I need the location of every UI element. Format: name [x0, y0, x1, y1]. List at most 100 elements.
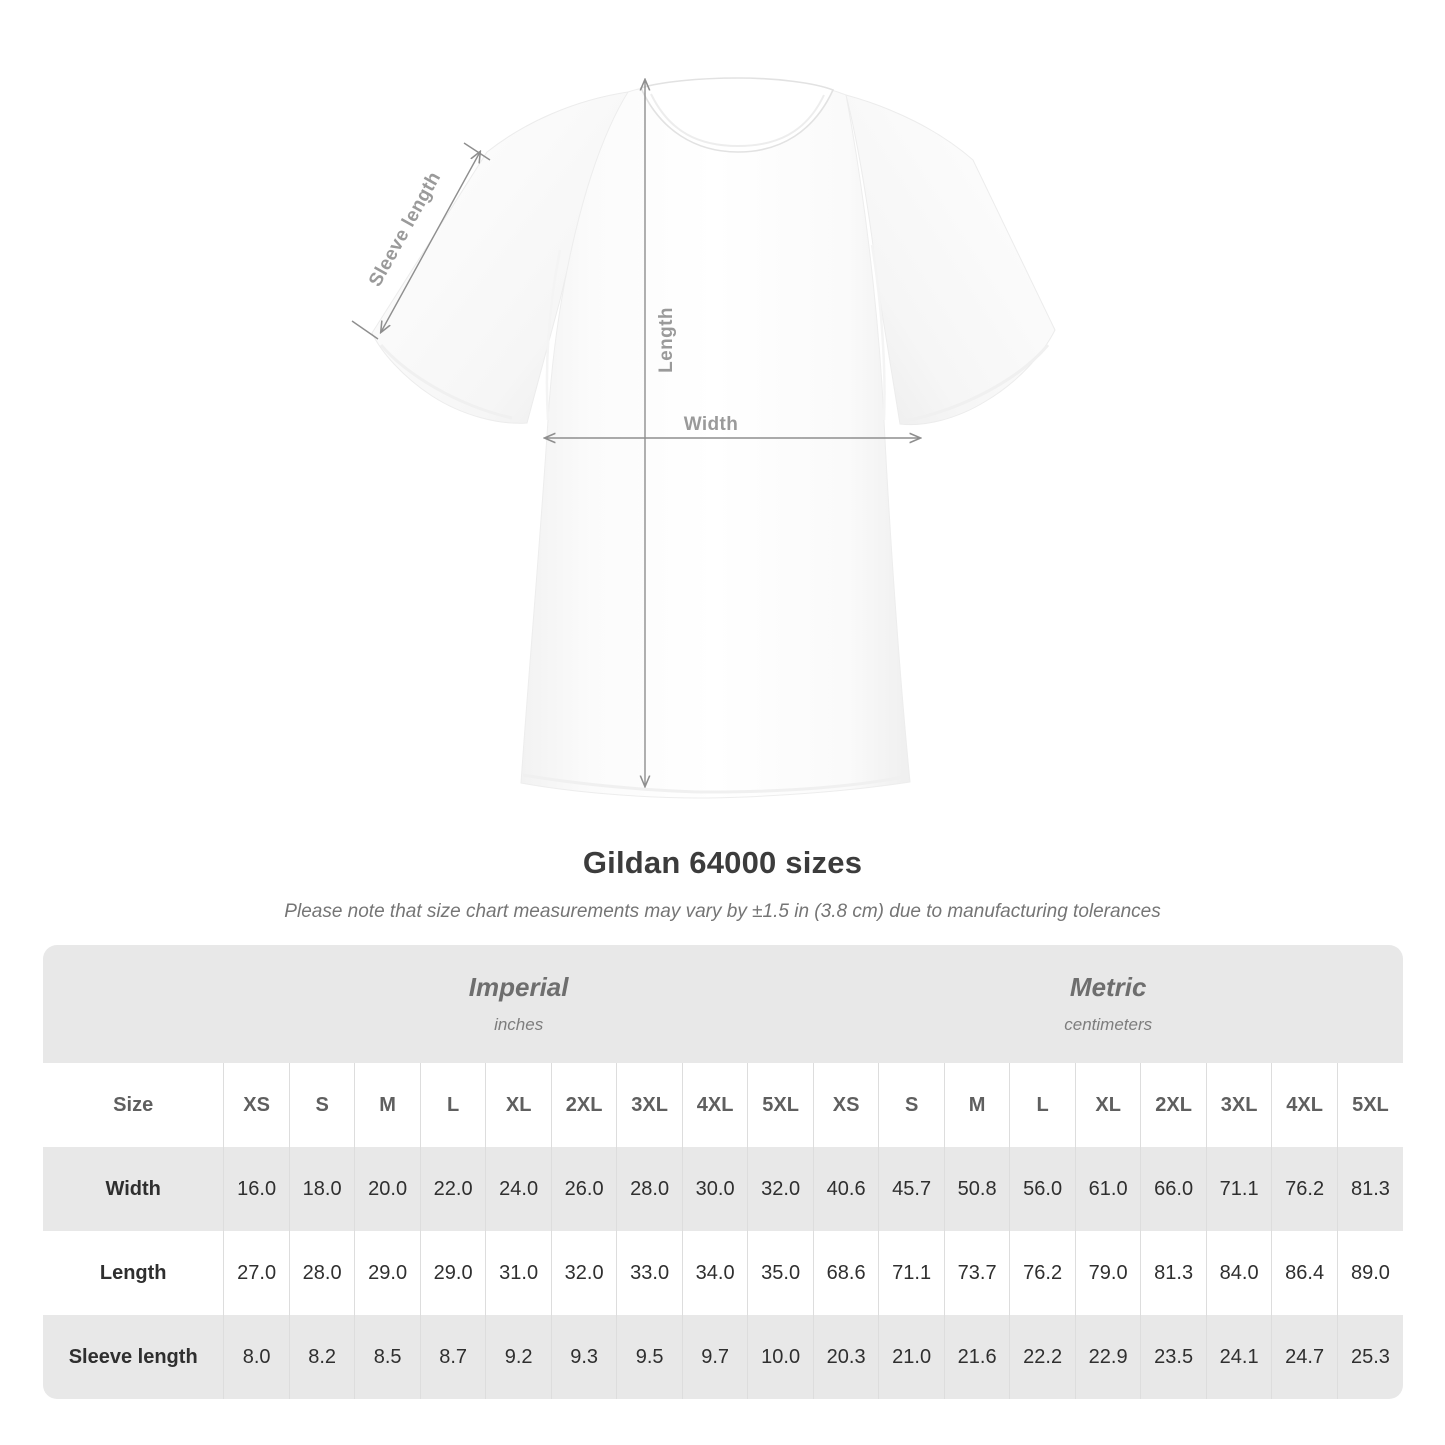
unit-group-header-row: Imperial inches Metric centimeters: [43, 945, 1403, 1063]
cell-width-metric-xs: 40.6: [812, 1147, 879, 1231]
unit-group-unit: centimeters: [1064, 1014, 1153, 1034]
cell-sleeve-length-metric-xl: 22.9: [1074, 1315, 1141, 1399]
cell-length-metric-xl: 79.0: [1074, 1231, 1141, 1315]
size-chart-table: Imperial inches Metric centimeters Size XS S M L…: [43, 945, 1403, 1399]
cell-length-metric-2xl: 81.3: [1140, 1231, 1207, 1315]
cell-width-imperial-xl: 24.0: [485, 1147, 552, 1231]
cell-length-metric-xs: 68.6: [812, 1231, 879, 1315]
page-title: Gildan 64000 sizes: [582, 845, 863, 880]
sleeve-tick-bottom: [351, 320, 379, 340]
cell-length-imperial-5xl: 35.0: [747, 1231, 814, 1315]
cell-length-metric-s: 71.1: [878, 1231, 945, 1315]
cell-sleeve-length-metric-3xl: 24.1: [1205, 1315, 1272, 1399]
cell-sleeve-length-metric-m: 21.6: [943, 1315, 1010, 1399]
cell-sleeve-length-imperial-4xl: 9.7: [681, 1315, 748, 1399]
group-header-spacer: [43, 945, 224, 1063]
size-header-metric-5xl: 5XL: [1336, 1063, 1403, 1147]
size-header-metric-l: L: [1009, 1063, 1076, 1147]
cell-length-imperial-4xl: 34.0: [681, 1231, 748, 1315]
unit-group-imperial: Imperial inches: [223, 945, 814, 1063]
size-header-metric-xl: XL: [1074, 1063, 1141, 1147]
cell-length-metric-5xl: 89.0: [1336, 1231, 1403, 1315]
table-row: Length 27.0 28.0 29.0 29.0 31.0 32.0 33.0 34.0 35…: [43, 1231, 1403, 1315]
cell-width-metric-m: 50.8: [943, 1147, 1010, 1231]
right-armhole-seam: [870, 244, 886, 421]
cell-sleeve-length-imperial-5xl: 10.0: [747, 1315, 814, 1399]
row-label-width: Width: [43, 1147, 224, 1231]
cell-width-imperial-s: 18.0: [288, 1147, 355, 1231]
left-sleeve-hem: [379, 344, 513, 420]
cell-sleeve-length-imperial-3xl: 9.5: [616, 1315, 683, 1399]
hem-line: [522, 773, 909, 794]
left-armhole-seam: [545, 249, 562, 421]
cell-length-imperial-l: 29.0: [419, 1231, 486, 1315]
size-header-imperial-xl: XL: [485, 1063, 552, 1147]
cell-width-imperial-m: 20.0: [354, 1147, 421, 1231]
table-row: Sleeve length 8.0 8.2 8.5 8.7 9.2 9.3 9.5 9.7 10.…: [43, 1315, 1403, 1399]
collar-inner: [650, 93, 825, 148]
table-row: Width 16.0 18.0 20.0 22.0 24.0 26.0 28.0 30.0 32.…: [43, 1147, 1403, 1231]
size-header-imperial-s: S: [288, 1063, 355, 1147]
cell-length-imperial-xs: 27.0: [223, 1231, 290, 1315]
unit-group-name: Imperial: [468, 972, 569, 1003]
cell-length-metric-3xl: 84.0: [1205, 1231, 1272, 1315]
cell-sleeve-length-imperial-2xl: 9.3: [550, 1315, 617, 1399]
cell-width-imperial-3xl: 28.0: [616, 1147, 683, 1231]
width-label: Width: [684, 414, 739, 435]
cell-width-metric-5xl: 81.3: [1336, 1147, 1403, 1231]
size-header-imperial-2xl: 2XL: [550, 1063, 617, 1147]
cell-length-imperial-s: 28.0: [288, 1231, 355, 1315]
cell-sleeve-length-imperial-xl: 9.2: [485, 1315, 552, 1399]
cell-sleeve-length-imperial-s: 8.2: [288, 1315, 355, 1399]
sleeve-length-arrow: [381, 152, 480, 332]
cell-sleeve-length-metric-l: 22.2: [1009, 1315, 1076, 1399]
row-label-length: Length: [43, 1231, 224, 1315]
cell-width-metric-4xl: 76.2: [1271, 1147, 1338, 1231]
cell-sleeve-length-metric-5xl: 25.3: [1336, 1315, 1403, 1399]
size-header-imperial-4xl: 4XL: [681, 1063, 748, 1147]
cell-width-imperial-5xl: 32.0: [747, 1147, 814, 1231]
cell-length-metric-4xl: 86.4: [1271, 1231, 1338, 1315]
length-label: Length: [656, 307, 677, 373]
cell-width-imperial-4xl: 30.0: [681, 1147, 748, 1231]
right-sleeve-hem: [904, 344, 1050, 423]
size-header-metric-2xl: 2XL: [1140, 1063, 1207, 1147]
cell-width-metric-3xl: 71.1: [1205, 1147, 1272, 1231]
unit-group-unit: inches: [494, 1014, 544, 1034]
cell-length-metric-l: 76.2: [1009, 1231, 1076, 1315]
size-header-metric-4xl: 4XL: [1271, 1063, 1338, 1147]
size-header-metric-s: S: [878, 1063, 945, 1147]
tolerance-note: Please note that size chart measurements…: [284, 901, 1161, 922]
cell-width-imperial-l: 22.0: [419, 1147, 486, 1231]
size-header-metric-xs: XS: [812, 1063, 879, 1147]
cell-width-metric-s: 45.7: [878, 1147, 945, 1231]
size-header-imperial-l: L: [419, 1063, 486, 1147]
cell-sleeve-length-imperial-m: 8.5: [354, 1315, 421, 1399]
cell-sleeve-length-metric-4xl: 24.7: [1271, 1315, 1338, 1399]
cell-width-metric-xl: 61.0: [1074, 1147, 1141, 1231]
size-header-imperial-3xl: 3XL: [616, 1063, 683, 1147]
width-dimension: Width: [545, 414, 920, 438]
cell-sleeve-length-metric-2xl: 23.5: [1140, 1315, 1207, 1399]
right-sleeve: [845, 94, 1056, 426]
cell-sleeve-length-imperial-l: 8.7: [419, 1315, 486, 1399]
cell-sleeve-length-metric-s: 21.0: [878, 1315, 945, 1399]
unit-group-name: Metric: [1069, 972, 1147, 1003]
size-header-metric-m: M: [943, 1063, 1010, 1147]
cell-length-metric-m: 73.7: [943, 1231, 1010, 1315]
cell-sleeve-length-imperial-xs: 8.0: [223, 1315, 290, 1399]
row-label-sleeve-length: Sleeve length: [43, 1315, 224, 1399]
size-header-row: Size XS S M L XL 2XL 3XL 4XL 5XL XS S M L XL 2XL 3XL 4XL 5…: [43, 1063, 1403, 1147]
size-header-imperial-xs: XS: [223, 1063, 290, 1147]
cell-length-imperial-2xl: 32.0: [550, 1231, 617, 1315]
cell-width-metric-2xl: 66.0: [1140, 1147, 1207, 1231]
chart-header: Gildan 64000 sizes Please note that size…: [0, 845, 1445, 923]
tshirt-diagram: Sleeve length Length Width: [351, 77, 1056, 799]
cell-length-imperial-3xl: 33.0: [616, 1231, 683, 1315]
size-column-header: Size: [43, 1063, 224, 1147]
size-header-metric-3xl: 3XL: [1205, 1063, 1272, 1147]
unit-group-metric: Metric centimeters: [813, 945, 1403, 1063]
size-header-imperial-5xl: 5XL: [747, 1063, 814, 1147]
cell-length-imperial-xl: 31.0: [485, 1231, 552, 1315]
cell-width-imperial-xs: 16.0: [223, 1147, 290, 1231]
